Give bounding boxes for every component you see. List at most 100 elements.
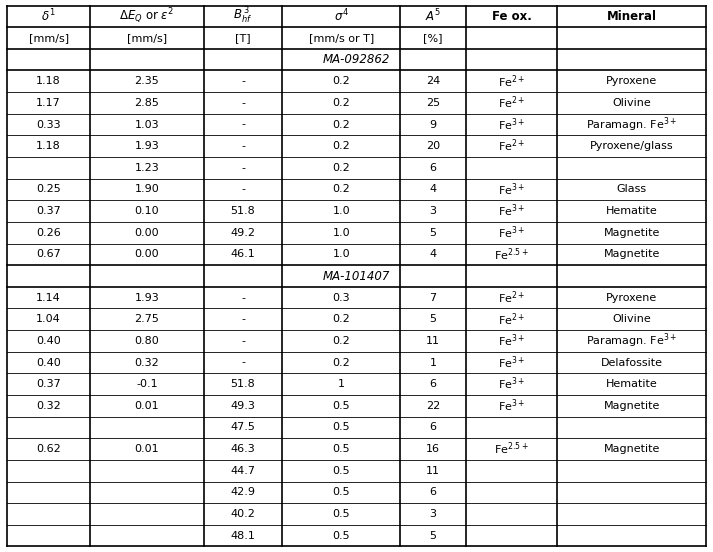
Text: Fe$^{2.5+}$: Fe$^{2.5+}$	[494, 441, 529, 458]
Text: [%]: [%]	[424, 33, 443, 43]
Text: $\sigma^4$: $\sigma^4$	[334, 8, 349, 25]
Text: 40.2: 40.2	[230, 509, 255, 519]
Text: 0.5: 0.5	[332, 444, 350, 454]
Text: Mineral: Mineral	[607, 10, 657, 23]
Text: 7: 7	[429, 293, 436, 302]
Text: Pyroxene: Pyroxene	[606, 76, 657, 86]
Text: 0.3: 0.3	[332, 293, 350, 302]
Text: 44.7: 44.7	[230, 466, 255, 476]
Text: Fe$^{2.5+}$: Fe$^{2.5+}$	[494, 246, 529, 263]
Text: 0.00: 0.00	[135, 250, 159, 259]
Text: Hematite: Hematite	[606, 379, 657, 389]
Text: 48.1: 48.1	[230, 530, 255, 540]
Text: -: -	[241, 120, 245, 130]
Text: 0.00: 0.00	[135, 228, 159, 238]
Text: -: -	[241, 358, 245, 368]
Text: [T]: [T]	[235, 33, 251, 43]
Text: 1.18: 1.18	[36, 76, 61, 86]
Text: 4: 4	[429, 250, 436, 259]
Text: Fe$^{3+}$: Fe$^{3+}$	[498, 116, 525, 133]
Text: 22: 22	[426, 401, 440, 411]
Text: Fe$^{2+}$: Fe$^{2+}$	[498, 94, 525, 111]
Text: 0.10: 0.10	[135, 206, 159, 216]
Text: Fe$^{3+}$: Fe$^{3+}$	[498, 203, 525, 219]
Text: 0.2: 0.2	[332, 314, 350, 324]
Text: Fe$^{3+}$: Fe$^{3+}$	[498, 181, 525, 198]
Text: -: -	[241, 141, 245, 151]
Text: 16: 16	[426, 444, 440, 454]
Text: 0.2: 0.2	[332, 358, 350, 368]
Text: Fe$^{3+}$: Fe$^{3+}$	[498, 397, 525, 414]
Text: 11: 11	[426, 336, 440, 346]
Text: 0.37: 0.37	[36, 206, 61, 216]
Text: Olivine: Olivine	[612, 98, 651, 108]
Text: 0.33: 0.33	[36, 120, 61, 130]
Text: 0.5: 0.5	[332, 422, 350, 432]
Text: 9: 9	[429, 120, 436, 130]
Text: 0.2: 0.2	[332, 184, 350, 194]
Text: 49.2: 49.2	[230, 228, 255, 238]
Text: 2.75: 2.75	[135, 314, 159, 324]
Text: 0.25: 0.25	[36, 184, 61, 194]
Text: Paramagn. Fe$^{3+}$: Paramagn. Fe$^{3+}$	[586, 115, 677, 134]
Text: 42.9: 42.9	[230, 487, 255, 497]
Text: 46.3: 46.3	[230, 444, 255, 454]
Text: 0.40: 0.40	[36, 336, 61, 346]
Text: [mm/s or T]: [mm/s or T]	[309, 33, 374, 43]
Text: 24: 24	[426, 76, 440, 86]
Text: 11: 11	[426, 466, 440, 476]
Text: 5: 5	[429, 530, 436, 540]
Text: MA-092862: MA-092862	[323, 53, 390, 66]
Text: Delafossite: Delafossite	[600, 358, 662, 368]
Text: -: -	[241, 184, 245, 194]
Text: 0.40: 0.40	[36, 358, 61, 368]
Text: 0.2: 0.2	[332, 120, 350, 130]
Text: 1.93: 1.93	[135, 141, 159, 151]
Text: [mm/s]: [mm/s]	[127, 33, 167, 43]
Text: -: -	[241, 98, 245, 108]
Text: Magnetite: Magnetite	[603, 228, 660, 238]
Text: $A^5$: $A^5$	[425, 8, 441, 25]
Text: $\delta^1$: $\delta^1$	[41, 8, 56, 25]
Text: -0.1: -0.1	[136, 379, 158, 389]
Text: 1.0: 1.0	[332, 206, 350, 216]
Text: Fe$^{3+}$: Fe$^{3+}$	[498, 354, 525, 371]
Text: 6: 6	[429, 487, 436, 497]
Text: 1.14: 1.14	[36, 293, 61, 302]
Text: 1.04: 1.04	[36, 314, 61, 324]
Text: 2.85: 2.85	[135, 98, 159, 108]
Text: -: -	[241, 314, 245, 324]
Text: 0.37: 0.37	[36, 379, 61, 389]
Text: 0.67: 0.67	[36, 250, 61, 259]
Text: 0.01: 0.01	[135, 401, 159, 411]
Text: -: -	[241, 336, 245, 346]
Text: Magnetite: Magnetite	[603, 444, 660, 454]
Text: 49.3: 49.3	[230, 401, 255, 411]
Text: Fe$^{3+}$: Fe$^{3+}$	[498, 376, 525, 392]
Text: 0.5: 0.5	[332, 401, 350, 411]
Text: 0.2: 0.2	[332, 336, 350, 346]
Text: Fe$^{2+}$: Fe$^{2+}$	[498, 289, 525, 306]
Text: 20: 20	[426, 141, 440, 151]
Text: Hematite: Hematite	[606, 206, 657, 216]
Text: Fe$^{2+}$: Fe$^{2+}$	[498, 138, 525, 155]
Text: 5: 5	[429, 314, 436, 324]
Text: -: -	[241, 76, 245, 86]
Text: -: -	[241, 163, 245, 173]
Text: 51.8: 51.8	[230, 206, 255, 216]
Text: 46.1: 46.1	[230, 250, 255, 259]
Text: 1: 1	[429, 358, 436, 368]
Text: $\Delta E_Q$ or $\varepsilon^2$: $\Delta E_Q$ or $\varepsilon^2$	[119, 7, 175, 26]
Text: Fe$^{3+}$: Fe$^{3+}$	[498, 333, 525, 349]
Text: 0.5: 0.5	[332, 509, 350, 519]
Text: 1.0: 1.0	[332, 250, 350, 259]
Text: 0.2: 0.2	[332, 141, 350, 151]
Text: 6: 6	[429, 163, 436, 173]
Text: 6: 6	[429, 422, 436, 432]
Text: 3: 3	[429, 206, 436, 216]
Text: 1.18: 1.18	[36, 141, 61, 151]
Text: 2.35: 2.35	[135, 76, 159, 86]
Text: Fe$^{2+}$: Fe$^{2+}$	[498, 311, 525, 327]
Text: 1.0: 1.0	[332, 228, 350, 238]
Text: Fe$^{2+}$: Fe$^{2+}$	[498, 73, 525, 89]
